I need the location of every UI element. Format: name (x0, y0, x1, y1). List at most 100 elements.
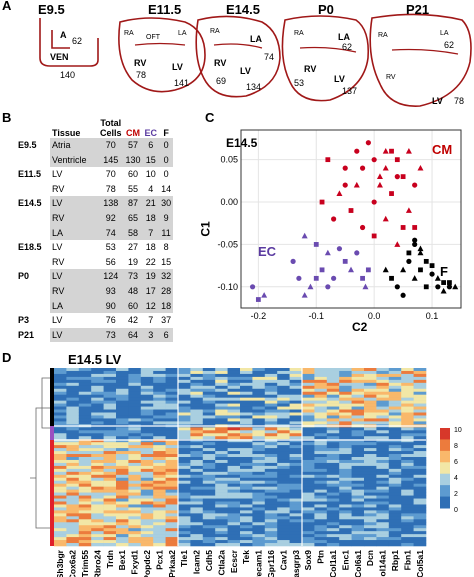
heatmap-cell (103, 489, 117, 493)
heatmap-cell (153, 397, 166, 401)
row-ec: 17 (142, 283, 160, 299)
heatmap-cell (116, 382, 129, 387)
heatmap-cell (78, 543, 92, 547)
heatmap-cell (364, 534, 377, 538)
heatmap-cell (413, 465, 427, 470)
scatter-frame (240, 129, 462, 309)
heatmap-cell (91, 415, 104, 419)
heatmap-cell (401, 486, 414, 490)
scatter-point-ec (360, 275, 365, 281)
row-stage: E9.5 (18, 140, 37, 150)
heatmap-cell (388, 400, 402, 404)
y-tick-label: -0.10 (217, 282, 238, 292)
heatmap-cell (116, 394, 129, 398)
row-ec: 7 (142, 225, 160, 241)
scatter-point-cm (389, 191, 394, 196)
heatmap-cell (277, 368, 290, 372)
heatmap-cell (116, 540, 129, 544)
heatmap-cell (190, 501, 204, 505)
heatmap-cell (227, 403, 241, 407)
heatmap-cell (314, 501, 328, 505)
heatmap-cell (289, 388, 303, 393)
heatmap-cell (364, 483, 377, 487)
heatmap-cell (302, 430, 315, 434)
heatmap-cell (78, 522, 92, 526)
heatmap-cell (215, 501, 228, 505)
heatmap-cell (401, 474, 414, 479)
heatmap-cell (190, 465, 204, 470)
row-tissue: LA (50, 225, 98, 241)
gene-label: Enc1 (340, 550, 350, 571)
heatmap-cell (78, 394, 92, 398)
heatmap-cell (264, 540, 278, 544)
scatter-point-f (446, 284, 453, 290)
heatmap-cell (240, 421, 253, 425)
heatmap-cell (215, 439, 228, 443)
heatmap-cell (178, 498, 191, 502)
heatmap-cell (277, 445, 290, 449)
label-cm: CM (432, 142, 453, 157)
heatmap-cell (165, 454, 179, 458)
heatmap-cell (413, 418, 427, 422)
heatmap-cell (401, 465, 414, 470)
heatmap-cell (364, 522, 377, 526)
heart-e145-inner (213, 43, 263, 49)
scatter-point-ec (336, 246, 343, 252)
heatmap-cell (91, 448, 104, 452)
heatmap-cell (103, 495, 117, 499)
heatmap-cell (178, 433, 191, 437)
p21-num-2: 78 (454, 96, 465, 106)
heatmap-cell (413, 459, 427, 464)
table-row: P21 LV 73 64 3 6 (16, 327, 174, 343)
heatmap-cell (302, 445, 315, 449)
heatmap-cell (66, 448, 80, 452)
heatmap-cell (376, 510, 390, 514)
heatmap-cell (376, 543, 390, 547)
heart-p21-inner (391, 48, 459, 55)
heatmap-cell (302, 471, 315, 476)
heatmap-cell (54, 471, 67, 476)
heatmap-cell (264, 507, 278, 511)
heatmap-cell (128, 525, 142, 529)
heatmap-cell (264, 400, 278, 404)
heatmap-cell (302, 510, 315, 514)
heatmap-cell (264, 465, 278, 470)
heatmap-cell (401, 436, 414, 440)
heatmap-cell (153, 468, 166, 473)
heatmap-cell (277, 516, 290, 520)
heatmap-cell (314, 373, 328, 378)
heatmap-cell (376, 412, 390, 416)
heatmap-cell (128, 468, 142, 473)
heatmap-cell (128, 492, 142, 496)
heatmap-cell (190, 394, 204, 398)
heatmap-cell (326, 406, 340, 410)
heatmap-cell (277, 415, 290, 419)
heatmap-cell (314, 522, 328, 526)
heatmap-cell (202, 439, 216, 443)
heatmap-cell (227, 504, 241, 508)
heatmap-cell (326, 433, 340, 437)
heatmap-cell (66, 474, 80, 479)
heatmap-cell (178, 388, 191, 393)
heatmap-cell (277, 406, 290, 410)
heatmap-cell (165, 492, 179, 496)
heatmap-cell (401, 534, 414, 538)
heatmap-cell (178, 385, 191, 390)
heatmap-cell (351, 510, 365, 514)
heatmap-cell (314, 513, 328, 517)
table-row: E9.5 Atria 70 57 6 0 (16, 138, 174, 153)
heatmap-cell (215, 394, 228, 398)
heatmap-cell (103, 483, 117, 487)
heatmap-cell (227, 498, 241, 502)
heatmap-cell (215, 468, 228, 473)
heatmap-cell (116, 397, 129, 401)
heatmap-cell (153, 471, 166, 476)
heatmap-cell (227, 471, 241, 476)
heatmap-cell (314, 391, 328, 395)
heatmap-cell (240, 483, 253, 487)
cell-count-table: Tissue Total Cells CM EC F E9.5 Atria 70 57… (16, 118, 174, 343)
heatmap-cell (289, 504, 303, 508)
heatmap-cell (289, 457, 303, 461)
scatter-point-f (400, 266, 407, 273)
heatmap-cell (376, 471, 390, 476)
